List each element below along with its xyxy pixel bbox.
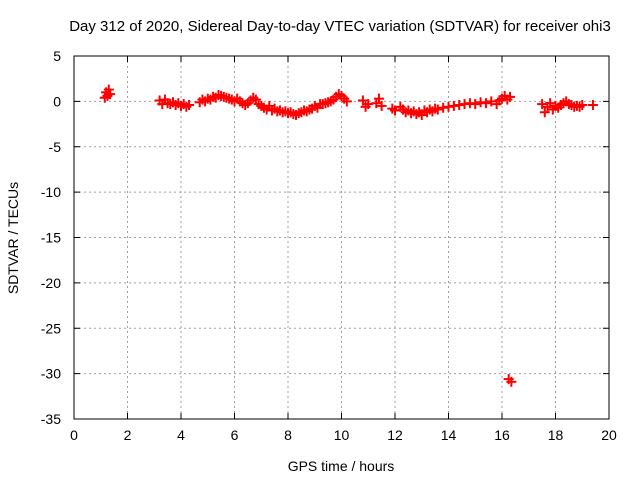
- data-point: [376, 100, 387, 111]
- data-point: [357, 95, 368, 106]
- y-tick-label: -15: [41, 230, 61, 246]
- x-tick-label: 14: [441, 427, 457, 443]
- x-tick-label: 4: [177, 427, 185, 443]
- data-point: [539, 107, 550, 118]
- data-point: [184, 100, 195, 111]
- plot-frame: [73, 55, 610, 420]
- data-point: [105, 89, 116, 100]
- x-tick-labels: 0 2 4 6 8 10 12 14 16 18 20: [70, 427, 617, 443]
- x-tick-label: 0: [70, 427, 78, 443]
- x-tick-label: 12: [387, 427, 403, 443]
- y-axis-label: SDTVAR / TECUs: [5, 182, 21, 294]
- y-tick-label: 5: [53, 48, 61, 64]
- x-tick-label: 10: [334, 427, 350, 443]
- y-tick-label: -20: [41, 275, 61, 291]
- grid-lines: [74, 56, 609, 419]
- data-point: [341, 96, 352, 107]
- x-tick-label: 20: [601, 427, 617, 443]
- data-point: [587, 100, 598, 111]
- data-point: [432, 104, 443, 115]
- data-point: [505, 91, 516, 102]
- y-tick-label: -25: [41, 320, 61, 336]
- data-point: [577, 100, 588, 111]
- y-tick-label: -5: [49, 139, 62, 155]
- x-tick-label: 6: [231, 427, 239, 443]
- data-points: [99, 84, 598, 387]
- data-point: [545, 98, 556, 109]
- y-tick-label: -35: [41, 411, 61, 427]
- data-point: [373, 93, 384, 104]
- x-tick-label: 8: [284, 427, 292, 443]
- chart-title: Day 312 of 2020, Sidereal Day-to-day VTE…: [69, 18, 611, 35]
- data-point: [480, 98, 491, 109]
- y-tick-label: -10: [41, 184, 61, 200]
- y-tick-labels: 5 0 -5 -10 -15 -20 -25 -30 -35: [41, 48, 61, 427]
- x-tick-label: 18: [548, 427, 564, 443]
- x-tick-label: 2: [124, 427, 132, 443]
- y-tick-label: 0: [53, 93, 61, 109]
- y-tick-label: -30: [41, 366, 61, 382]
- x-axis-label: GPS time / hours: [288, 458, 395, 474]
- data-point: [103, 84, 114, 95]
- data-point: [470, 99, 481, 110]
- data-point: [506, 376, 517, 387]
- x-tick-label: 16: [494, 427, 510, 443]
